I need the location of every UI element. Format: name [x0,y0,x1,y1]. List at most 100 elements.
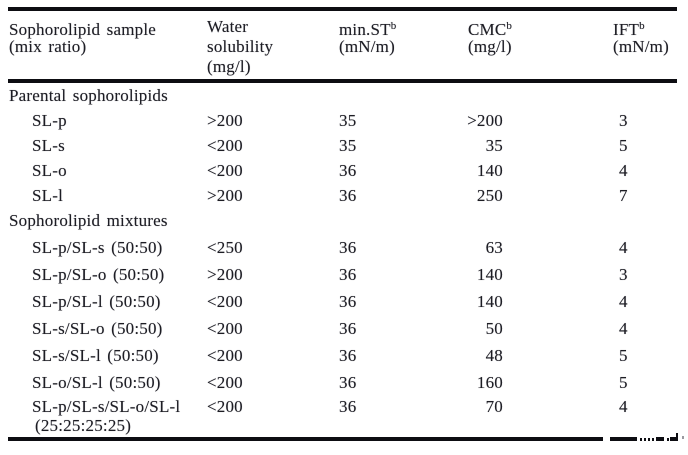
cell-cmc: 70 [485,397,503,416]
cell-water-solubility: <200 [207,135,243,155]
table-top-rule [8,7,677,11]
table-row: SL-p/SL-o (50:50) >200 36 140 3 [8,261,677,288]
header-cell-sample: Sophorolipid sample (mix ratio) [8,11,205,83]
header-water-solubility-label: Water solubility [207,17,274,56]
section-row-parental: Parental sophorolipids [8,83,677,108]
cell-ift: 4 [619,160,628,180]
cell-min-st: 36 [339,372,357,392]
header-cell-ift: IFTb (mN/m) [565,11,677,83]
cell-min-st: 36 [339,318,357,338]
cell-sample: SL-s/SL-l (50:50) [32,345,159,365]
cell-cmc: >200 [467,110,503,130]
table-row: SL-s <200 35 35 5 [8,133,677,158]
bottom-rule-end-tick [676,433,678,438]
cell-sample: SL-o [32,160,67,180]
table-bottom-rule [8,437,603,441]
cell-ift: 4 [619,237,628,257]
bottom-rule-dot [667,438,669,441]
bottom-rule-dot [648,438,650,441]
cell-water-solubility: >200 [207,264,243,284]
header-water-solubility-unit: (mg/l) [207,57,251,76]
cell-min-st: 36 [339,160,357,180]
header-row: Sophorolipid sample (mix ratio) Water so… [8,11,677,83]
cell-ift: 3 [619,110,628,130]
cell-cmc: 140 [476,264,503,284]
cell-sample: SL-s [32,135,65,155]
cell-sample: SL-s/SL-o (50:50) [32,318,163,338]
cell-sample: SL-p/SL-o (50:50) [32,264,165,284]
header-min-st-unit: (mN/m) [339,37,395,56]
header-ift-superscript: b [639,20,645,32]
table-row: SL-s/SL-o (50:50) <200 36 50 4 [8,315,677,342]
cell-water-solubility: <200 [207,345,243,365]
bottom-rule-dot [652,438,654,441]
cell-water-solubility: <200 [207,160,243,180]
cell-min-st: 36 [339,264,357,284]
cell-water-solubility: <250 [207,237,243,257]
table-row: SL-p/SL-s/SL-o/SL-l (25:25:25:25) <200 3… [8,396,677,437]
header-ift-unit: (mN/m) [613,37,669,56]
cell-min-st: 35 [339,135,357,155]
cell-ift: 5 [619,135,628,155]
cell-sample: SL-p [32,110,67,130]
cell-sample: SL-p/SL-s/SL-o/SL-l (25:25:25:25) [8,396,205,437]
sophorolipid-properties-table: Sophorolipid sample (mix ratio) Water so… [8,11,677,437]
table-row: SL-o/SL-l (50:50) <200 36 160 5 [8,369,677,396]
sample-name-line2: (25:25:25:25) [35,416,132,435]
header-cell-min-st: min.STb (mN/m) [338,11,465,83]
cell-cmc: 140 [476,291,503,311]
header-cell-water-solubility: Water solubility (mg/l) [205,11,338,83]
cell-ift: 4 [619,397,628,416]
table-header-rule [8,79,677,83]
cell-sample: SL-l [32,185,64,205]
cell-water-solubility: <200 [207,372,243,392]
header-ift-label: IFT [613,20,640,39]
cell-ift: 5 [619,345,628,365]
table-row: SL-s/SL-l (50:50) <200 36 48 5 [8,342,677,369]
bottom-rule-dash [670,437,678,441]
header-cmc-superscript: b [506,20,512,32]
cell-water-solubility: >200 [207,110,243,130]
section-label: Sophorolipid mixtures [9,211,168,230]
cell-cmc: 48 [485,345,503,365]
cell-cmc: 250 [476,185,503,205]
cell-water-solubility: <200 [207,318,243,338]
sample-name-line1: SL-p/SL-s/SL-o/SL-l [32,397,181,416]
cell-ift: 3 [619,264,628,284]
cell-sample: SL-p/SL-s (50:50) [32,237,163,257]
cell-min-st: 36 [339,397,357,416]
cell-cmc: 50 [485,318,503,338]
cell-min-st: 36 [339,345,357,365]
table-row: SL-p/SL-s (50:50) <250 36 63 4 [8,234,677,261]
cell-cmc: 63 [485,237,503,257]
header-cmc-unit: (mg/l) [468,37,512,56]
header-sample-label: Sophorolipid sample [9,20,156,39]
header-cmc-label: CMC [468,20,507,39]
cell-water-solubility: <200 [207,397,243,416]
bottom-rule-dot [640,438,642,441]
cell-cmc: 140 [476,160,503,180]
table-row: SL-l >200 36 250 7 [8,183,677,208]
cell-water-solubility: <200 [207,291,243,311]
table-row: SL-p >200 35 >200 3 [8,108,677,133]
cell-cmc: 35 [485,135,503,155]
cell-min-st: 35 [339,110,357,130]
cell-ift: 5 [619,372,628,392]
scan-speck [682,436,684,439]
cell-min-st: 36 [339,291,357,311]
table-row: SL-o <200 36 140 4 [8,158,677,183]
cell-cmc: 160 [476,372,503,392]
bottom-rule-dot [644,438,646,441]
bottom-rule-dash [656,437,664,441]
header-min-st-superscript: b [390,20,397,32]
cell-ift: 4 [619,291,628,311]
header-sample-unit: (mix ratio) [9,37,87,56]
cell-ift: 7 [619,185,628,205]
cell-ift: 4 [619,318,628,338]
header-min-st-label: min.ST [339,20,391,39]
cell-sample: SL-p/SL-l (50:50) [32,291,161,311]
cell-min-st: 36 [339,237,357,257]
cell-sample: SL-o/SL-l (50:50) [32,372,161,392]
section-label: Parental sophorolipids [9,85,168,105]
